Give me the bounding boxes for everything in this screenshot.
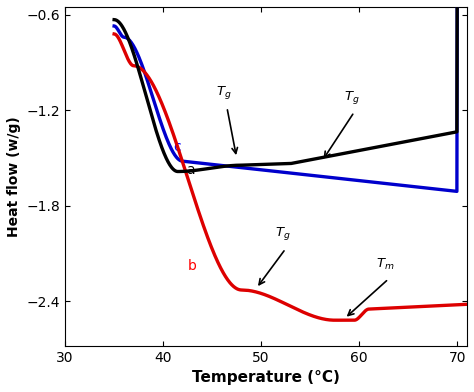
X-axis label: Temperature (°C): Temperature (°C)	[192, 370, 340, 385]
Text: $T_{m}$: $T_{m}$	[376, 258, 395, 272]
Text: $T_{g}$: $T_{g}$	[216, 84, 232, 101]
Text: c: c	[173, 140, 181, 154]
Text: $T_{g}$: $T_{g}$	[275, 225, 291, 242]
Text: $T_{g}$: $T_{g}$	[344, 89, 359, 105]
Text: a: a	[186, 163, 194, 177]
Text: b: b	[188, 259, 197, 273]
Y-axis label: Heat flow (w/g): Heat flow (w/g)	[7, 116, 21, 237]
